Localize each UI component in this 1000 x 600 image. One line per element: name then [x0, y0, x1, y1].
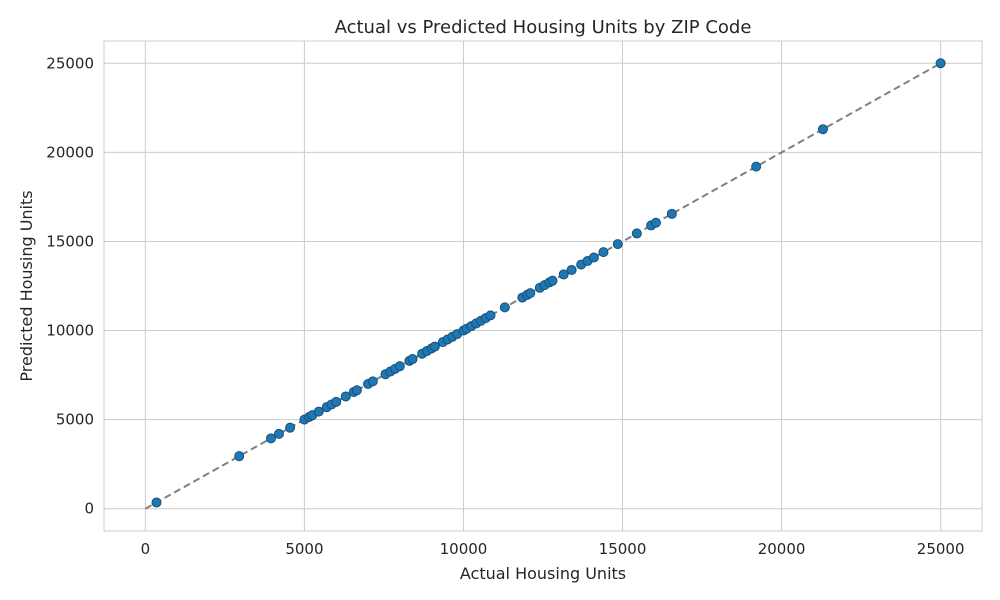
data-point — [588, 252, 599, 263]
data-point — [151, 497, 162, 508]
data-point — [407, 354, 418, 365]
data-point — [367, 376, 378, 387]
y-tick-label: 5000 — [56, 411, 94, 429]
data-point — [547, 275, 558, 286]
chart-title: Actual vs Predicted Housing Units by ZIP… — [335, 17, 752, 38]
x-tick-label: 0 — [141, 540, 151, 558]
data-point — [273, 428, 284, 439]
y-tick-label: 25000 — [46, 54, 94, 72]
y-axis-label: Predicted Housing Units — [17, 190, 36, 381]
data-point — [285, 422, 296, 433]
x-tick-label: 25000 — [917, 540, 965, 558]
y-tick-labels: 0 5000 10000 15000 20000 25000 — [46, 54, 94, 517]
x-axis-label: Actual Housing Units — [460, 564, 626, 583]
data-point — [566, 264, 577, 275]
y-tick-label: 0 — [84, 500, 94, 518]
data-point — [499, 302, 510, 313]
data-point — [817, 124, 828, 135]
data-point — [485, 310, 496, 321]
data-point — [313, 406, 324, 417]
data-point — [751, 161, 762, 172]
data-point — [650, 217, 661, 228]
data-point — [234, 451, 245, 462]
data-point — [331, 396, 342, 407]
data-point — [631, 228, 642, 239]
y-tick-label: 10000 — [46, 322, 94, 340]
plot-area-frame — [103, 40, 983, 532]
x-tick-label: 20000 — [758, 540, 806, 558]
y-tick-label: 15000 — [46, 232, 94, 250]
data-point — [598, 247, 609, 258]
points-layer — [151, 58, 946, 508]
data-point — [935, 58, 946, 69]
data-point — [394, 361, 405, 372]
data-point — [612, 239, 623, 250]
x-tick-labels: 0 5000 10000 15000 20000 25000 — [141, 540, 965, 558]
x-tick-label: 5000 — [285, 540, 323, 558]
y-tick-label: 20000 — [46, 143, 94, 161]
grid — [104, 41, 982, 531]
data-point — [525, 288, 536, 299]
data-point — [558, 269, 569, 280]
x-tick-label: 10000 — [440, 540, 488, 558]
x-tick-label: 15000 — [599, 540, 647, 558]
data-point — [340, 391, 351, 402]
data-point — [266, 433, 277, 444]
data-point — [666, 208, 677, 219]
data-point — [429, 341, 440, 352]
data-point — [351, 385, 362, 396]
